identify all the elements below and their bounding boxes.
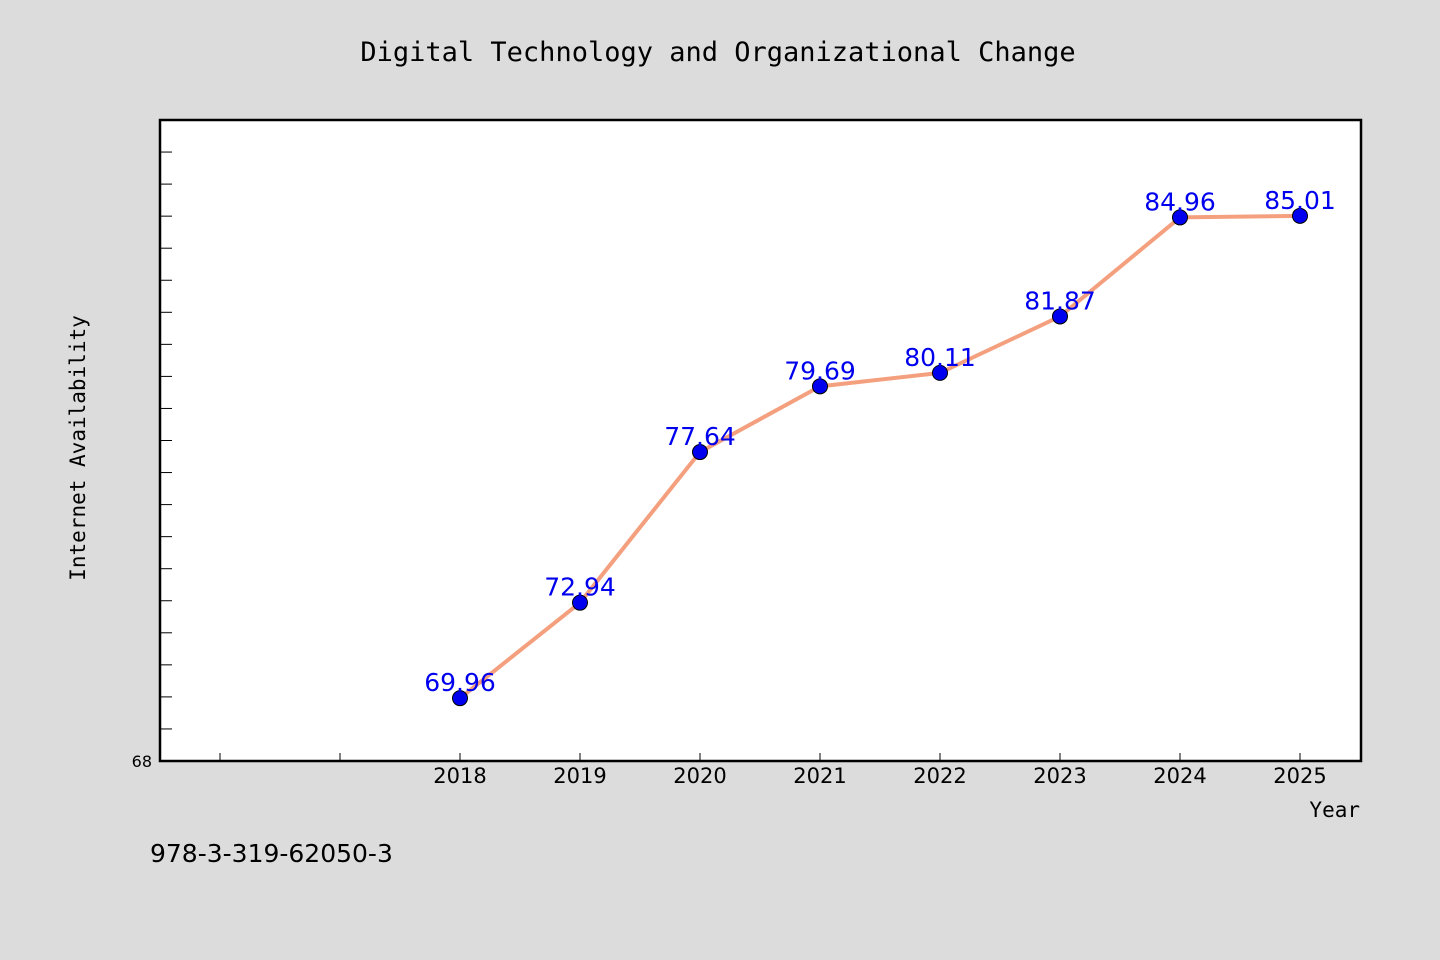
data-label: 80.11 <box>904 343 976 372</box>
data-label: 81.87 <box>1024 286 1096 315</box>
data-point <box>452 690 468 707</box>
data-point <box>692 444 708 461</box>
data-label: 84.96 <box>1144 187 1216 216</box>
data-labels: 69.96 72.94 77.64 79.69 80.11 81.87 84.96 85.01 <box>424 186 1336 697</box>
x-tick-label: 2023 <box>1033 764 1086 788</box>
data-label: 69.96 <box>424 668 496 697</box>
data-label: 77.64 <box>664 422 736 451</box>
data-markers <box>452 207 1308 707</box>
y-axis-ticks: 68 <box>132 151 172 771</box>
data-label: 85.01 <box>1264 186 1336 215</box>
x-tick-label: 2019 <box>553 764 606 788</box>
chart-title: Digital Technology and Organizational Ch… <box>360 37 1075 68</box>
x-axis-ticks: 2018 2019 2020 2021 2022 2023 2024 2025 <box>219 753 1327 788</box>
data-point <box>1292 207 1308 224</box>
isbn-footer: 978-3-319-62050-3 <box>150 839 393 868</box>
x-tick-label: 2020 <box>673 764 726 788</box>
plot-area <box>158 118 1363 763</box>
y-tick-label: 68 <box>132 752 152 771</box>
series-line-group <box>458 213 1302 701</box>
data-point <box>1052 308 1068 325</box>
data-point <box>812 378 828 395</box>
data-point <box>572 594 588 611</box>
x-tick-label: 2025 <box>1273 764 1326 788</box>
data-point <box>932 364 948 381</box>
data-label: 72.94 <box>544 573 616 602</box>
y-axis-label: Internet Availability <box>66 315 90 581</box>
data-label: 79.69 <box>784 356 856 385</box>
x-tick-label: 2021 <box>793 764 846 788</box>
x-tick-label: 2024 <box>1153 764 1206 788</box>
x-tick-label: 2018 <box>433 764 486 788</box>
series-line <box>458 213 1302 701</box>
x-tick-label: 2022 <box>913 764 966 788</box>
data-point <box>1172 209 1188 226</box>
x-axis-label: Year <box>1309 798 1360 822</box>
